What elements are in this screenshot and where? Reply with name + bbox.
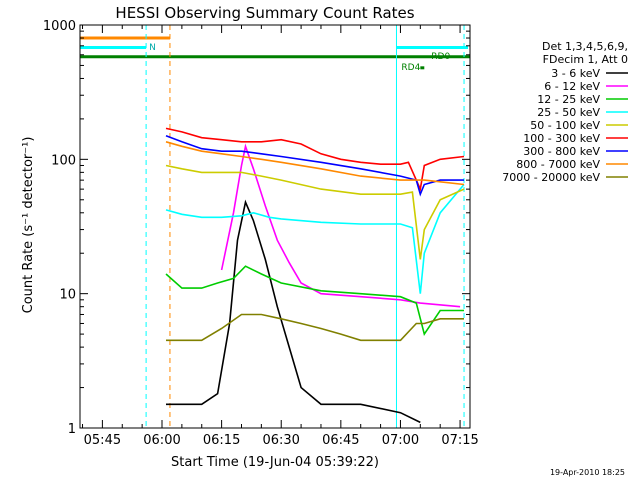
- plot-frame: [79, 24, 471, 429]
- legend-label: 12 - 25 keV: [537, 93, 600, 106]
- legend-label: 6 - 12 keV: [544, 80, 600, 93]
- footer-timestamp: 19-Apr-2010 18:25: [550, 468, 625, 477]
- legend-header: FDecim 1, Att 0: [543, 53, 628, 66]
- y-tick-label: 1000: [43, 19, 76, 34]
- y-tick-label: 10: [59, 288, 76, 303]
- series-line: [165, 134, 464, 197]
- legend-label: 50 - 100 keV: [530, 119, 600, 132]
- series-line: [165, 141, 465, 186]
- x-tick-label: 06:00: [143, 433, 180, 448]
- data-series: [165, 127, 465, 424]
- y-axis-label: Count Rate (s⁻¹ detector⁻¹): [21, 137, 36, 314]
- legend-label: 25 - 50 keV: [537, 106, 600, 119]
- series-line: [220, 143, 461, 308]
- annotation-label: N: [149, 43, 156, 53]
- x-tick-label: 07:15: [441, 433, 478, 448]
- y-tick-label: 1: [68, 422, 76, 437]
- series-line: [165, 183, 465, 294]
- legend-label: 7000 - 20000 keV: [502, 171, 600, 184]
- series-line: [166, 199, 421, 424]
- legend-header: Det 1,3,4,5,6,9,: [542, 40, 628, 53]
- legend-label: 800 - 7000 keV: [516, 158, 600, 171]
- chart-title: HESSI Observing Summary Count Rates: [115, 4, 414, 22]
- series-line: [165, 127, 465, 192]
- x-tick-label: 06:45: [322, 433, 359, 448]
- x-tick-label: 05:45: [84, 433, 121, 448]
- annotation-label: RD0: [431, 52, 450, 62]
- y-tick-label: 100: [51, 153, 76, 168]
- flag-bars: [80, 36, 470, 70]
- x-axis-label: Start Time (19-Jun-04 05:39:22): [171, 455, 379, 470]
- annotations: N RD0 RD4: [149, 43, 450, 73]
- x-tick-label: 07:00: [382, 433, 419, 448]
- legend: Det 1,3,4,5,6,9,FDecim 1, Att 03 - 6 keV…: [502, 40, 628, 184]
- legend-label: 3 - 6 keV: [551, 67, 600, 80]
- vertical-markers: [145, 25, 465, 428]
- series-line: [166, 313, 464, 342]
- annotation-label: RD4: [401, 63, 420, 73]
- legend-label: 100 - 300 keV: [523, 132, 600, 145]
- x-tick-label: 06:15: [203, 433, 240, 448]
- legend-label: 300 - 800 keV: [523, 145, 600, 158]
- series-line: [165, 164, 465, 260]
- x-tick-label: 06:30: [262, 433, 299, 448]
- axis-ticks: 05:45 06:00 06:15 06:30 06:45 07:00 07:15 1 10 10…: [43, 19, 479, 448]
